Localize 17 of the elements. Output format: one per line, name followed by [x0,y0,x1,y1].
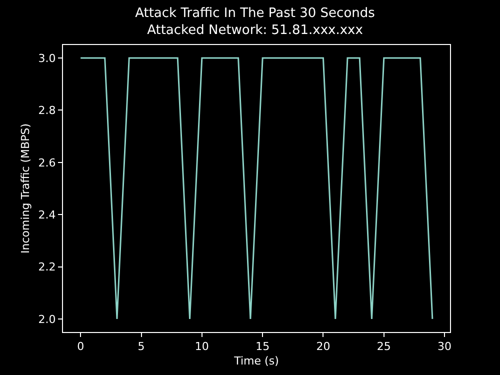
x-tick-label: 5 [138,340,145,354]
y-tick-label: 2.4 [38,208,56,222]
y-tick-label: 2.6 [38,156,56,170]
chart-subtitle: Attacked Network: 51.81.xxx.xxx [147,22,364,38]
x-tick-label: 15 [256,340,270,354]
y-axis-title: Incoming Traffic (MBPS) [18,124,32,254]
y-tick-label: 3.0 [38,52,56,65]
y-tick-label: 2.0 [38,312,56,326]
y-tick-label: 2.2 [38,260,56,274]
x-tick-label: 0 [77,340,84,354]
y-tick-label: 2.8 [38,104,56,118]
x-axis-title: Time (s) [233,354,279,368]
chart-title: Attack Traffic In The Past 30 Seconds [135,6,376,21]
x-tick-label: 20 [316,340,330,354]
x-tick-label: 10 [194,340,209,354]
x-tick-label: 25 [376,340,391,354]
x-tick-label: 30 [438,340,452,354]
